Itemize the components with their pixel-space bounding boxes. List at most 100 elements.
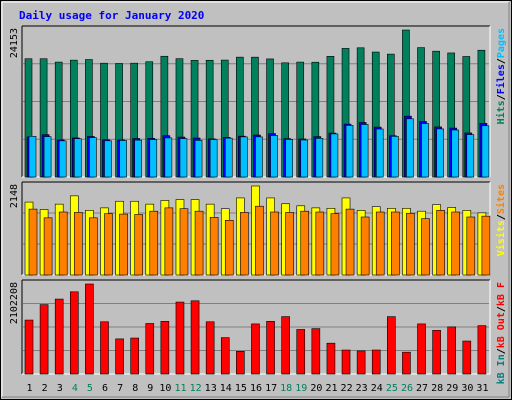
- bar-kb-out-day-8: [130, 337, 139, 375]
- bar-sites-day-10: [164, 207, 174, 276]
- panel-middle: 2148 Visits/Sites: [9, 181, 507, 276]
- bar-pages-day-22: [345, 125, 354, 178]
- bar-kb-out-day-13: [205, 321, 215, 375]
- bar-sites-day-29: [451, 211, 461, 276]
- legend-entry: kB F: [496, 282, 507, 306]
- bar-sites-day-20: [315, 211, 325, 276]
- bar-pages-day-6: [104, 140, 112, 178]
- bar-pages-day-10: [164, 137, 173, 178]
- legend-bottom: kB In/kB Out/kB F: [496, 282, 507, 384]
- legend-entry: /: [496, 306, 507, 312]
- bar-kb-out-day-28: [432, 330, 441, 375]
- bar-pages-day-13: [209, 139, 218, 178]
- bar-kb-out-day-7: [115, 338, 124, 375]
- bar-pages-day-31: [481, 125, 490, 178]
- bar-pages-day-27: [421, 123, 429, 178]
- bar-pages-day-5: [89, 137, 97, 178]
- bar-sites-day-24: [375, 211, 385, 276]
- legend-entry: /: [496, 348, 507, 354]
- bar-sites-day-17: [270, 211, 279, 276]
- bar-sites-day-13: [209, 217, 219, 276]
- bar-sites-day-22: [345, 208, 355, 276]
- bar-kb-out-day-23: [356, 350, 366, 375]
- x-tick-label-day-18: 18: [280, 383, 292, 394]
- x-tick-label-day-14: 14: [220, 383, 232, 394]
- bar-kb-out-day-14: [220, 337, 230, 375]
- x-tick-label-day-27: 27: [416, 383, 428, 394]
- y-scale-label-bottom: 2102208: [9, 282, 20, 324]
- x-tick-label-day-23: 23: [356, 383, 368, 394]
- x-tick-label-day-8: 8: [132, 383, 138, 394]
- bar-sites-day-2: [43, 217, 53, 276]
- y-scale-label-top: 24153: [9, 28, 20, 58]
- bar-pages-day-30: [466, 134, 475, 178]
- bar-sites-day-27: [421, 218, 430, 276]
- y-scale-label-middle: 2148: [9, 184, 20, 208]
- x-tick-label-day-7: 7: [117, 383, 123, 394]
- bar-pages-day-2: [43, 136, 52, 178]
- bar-pages-day-26: [406, 118, 414, 178]
- legend-middle: Visits/Sites: [495, 184, 507, 256]
- bar-kb-out-day-24: [371, 349, 381, 375]
- bar-pages-day-19: [300, 139, 309, 178]
- bar-sites-day-14: [224, 220, 234, 276]
- x-tick-label-day-2: 2: [42, 383, 48, 394]
- bar-kb-out-day-22: [341, 349, 351, 375]
- x-tick-label-day-17: 17: [265, 383, 277, 394]
- legend-entry: /: [496, 214, 507, 220]
- bar-pages-day-17: [270, 135, 278, 178]
- bar-kb-out-day-31: [477, 325, 487, 375]
- bar-sites-day-6: [104, 213, 113, 276]
- bar-kb-out-day-1: [24, 319, 34, 375]
- bar-kb-out-day-18: [281, 316, 290, 375]
- x-tick-label-day-4: 4: [72, 383, 78, 394]
- bar-sites-day-9: [149, 210, 159, 276]
- bar-kb-out-day-11: [175, 301, 185, 375]
- bar-kb-out-day-6: [100, 321, 109, 375]
- bar-kb-out-day-20: [311, 328, 321, 375]
- x-tick-label-day-9: 9: [147, 383, 153, 394]
- bar-sites-day-7: [119, 213, 128, 276]
- bar-sites-day-26: [406, 212, 415, 276]
- bar-pages-day-15: [240, 136, 248, 178]
- x-tick-label-day-29: 29: [446, 383, 458, 394]
- x-tick-label-day-1: 1: [27, 383, 33, 394]
- x-tick-label-day-6: 6: [102, 383, 108, 394]
- x-tick-label-day-19: 19: [295, 383, 307, 394]
- legend-top: Hits/Files/Pages: [495, 28, 507, 124]
- x-tick-label-day-22: 22: [341, 383, 353, 394]
- bar-pages-day-7: [119, 140, 127, 178]
- x-tick-label-day-24: 24: [371, 383, 383, 394]
- x-tick-label-day-26: 26: [401, 383, 413, 394]
- legend-entry: Pages: [496, 28, 507, 58]
- bar-sites-day-25: [391, 211, 400, 276]
- bar-sites-day-16: [255, 205, 264, 276]
- bar-pages-day-21: [330, 133, 339, 178]
- bar-kb-out-day-25: [387, 316, 396, 375]
- bar-pages-day-4: [73, 138, 82, 178]
- x-tick-label-day-15: 15: [235, 383, 247, 394]
- legend-entry: Hits: [495, 100, 507, 124]
- x-axis-day-labels: 1 2 3 4 5 6 7 8 9 10 11 12 13 14 15 16 17 18 19 20 21 22 23 24 2…: [27, 383, 489, 394]
- bar-pages-day-20: [315, 138, 324, 178]
- bar-kb-out-day-17: [266, 321, 275, 375]
- bar-kb-out-day-3: [54, 298, 64, 375]
- x-tick-label-day-16: 16: [250, 383, 262, 394]
- bar-pages-day-9: [149, 139, 158, 178]
- bar-kb-out-day-19: [296, 329, 306, 375]
- x-tick-label-day-3: 3: [57, 383, 63, 394]
- x-tick-label-day-13: 13: [205, 383, 217, 394]
- bar-kb-out-day-4: [69, 291, 79, 375]
- legend-entry: /: [496, 94, 507, 100]
- bar-kb-out-day-15: [236, 351, 245, 375]
- x-tick-label-day-21: 21: [325, 383, 337, 394]
- bar-pages-day-25: [391, 136, 399, 178]
- bar-kb-out-day-12: [190, 300, 200, 375]
- bar-pages-day-8: [134, 139, 142, 178]
- x-tick-label-day-5: 5: [87, 383, 93, 394]
- bar-pages-day-1: [28, 135, 37, 178]
- x-tick-label-day-31: 31: [476, 383, 488, 394]
- legend-entry: Files: [495, 64, 507, 94]
- legend-entry: kB In: [496, 354, 507, 384]
- bar-sites-day-19: [300, 210, 310, 276]
